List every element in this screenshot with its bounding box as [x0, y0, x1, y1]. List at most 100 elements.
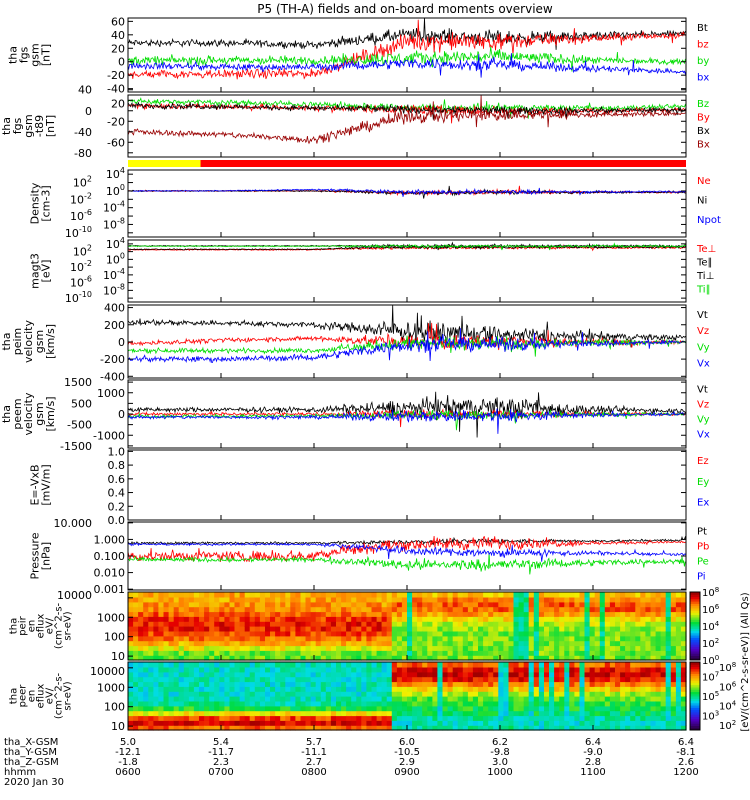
- spectrogram-cell: [178, 715, 185, 721]
- spectrogram-cell: [341, 705, 347, 712]
- spectrogram-cell: [680, 691, 687, 697]
- spectrogram-cell: [417, 592, 423, 598]
- spectrogram-cell: [158, 700, 165, 707]
- spectrogram-cell: [432, 676, 439, 683]
- spectrogram-cell: [300, 630, 307, 637]
- spectrogram-cell: [508, 662, 515, 668]
- spectrogram-cell: [528, 635, 535, 642]
- spectrogram-cell: [513, 696, 520, 702]
- spectrogram-cell: [564, 601, 570, 608]
- spectrogram-cell: [437, 616, 444, 622]
- spectrogram-cell: [655, 710, 662, 717]
- spectrogram-cell: [290, 645, 296, 651]
- spectrogram-cell: [483, 592, 489, 598]
- spectrogram-cell: [412, 601, 418, 608]
- spectrogram-cell: [401, 611, 408, 617]
- spectrogram-cell: [259, 630, 266, 637]
- spectrogram-cell: [315, 720, 322, 726]
- spectrogram-cell: [285, 635, 291, 642]
- spectrogram-cell: [594, 666, 601, 673]
- spectrogram-cell: [432, 725, 439, 731]
- spectrogram-cell: [138, 676, 144, 683]
- spectrogram-cell: [518, 645, 525, 651]
- spectrogram-cell: [620, 710, 626, 717]
- spectrogram-cell: [498, 691, 504, 697]
- spectrogram-cell: [285, 601, 291, 608]
- spectrogram-cell: [143, 596, 149, 603]
- spectrogram-cell: [173, 666, 180, 673]
- spectrogram-cell: [204, 691, 210, 697]
- spectrogram-cell: [396, 662, 403, 668]
- spectrogram-cell: [178, 676, 185, 683]
- spectrogram-cell: [285, 611, 291, 617]
- y-axis-label: E=-VxB[mV/m]: [29, 464, 53, 505]
- spectrogram-cell: [168, 700, 175, 707]
- spectrogram-cell: [128, 645, 134, 651]
- spectrogram-cell: [275, 611, 281, 617]
- spectrogram-cell: [467, 662, 474, 668]
- spectrogram-cell: [675, 696, 682, 702]
- spectrogram-cell: [275, 630, 281, 637]
- spectrogram-cell: [660, 662, 667, 668]
- spectrogram-cell: [199, 645, 205, 651]
- spectrogram-cell: [584, 616, 591, 622]
- spectrogram-cell: [680, 592, 687, 598]
- spectrogram-cell: [336, 645, 342, 651]
- spectrogram-cell: [143, 710, 149, 717]
- spectrogram-cell: [270, 686, 276, 692]
- spectrogram-cell: [559, 592, 565, 598]
- spectrogram-cell: [589, 715, 596, 721]
- spectrogram-cell: [620, 696, 626, 702]
- spectrogram-cell: [640, 635, 646, 642]
- spectrogram-cell: [589, 645, 596, 651]
- spectrogram-cell: [675, 621, 682, 627]
- spectrogram-cell: [249, 671, 256, 678]
- spectrogram-cell: [371, 700, 378, 707]
- spectrogram-cell: [483, 662, 489, 668]
- spectrogram-cell: [254, 650, 261, 656]
- spectrogram-cell: [609, 681, 616, 687]
- spectrogram-cell: [670, 645, 677, 651]
- spectrogram-cell: [401, 710, 408, 717]
- spectrogram-cell: [376, 650, 383, 656]
- spectrogram-cell: [432, 700, 439, 707]
- spectrogram-cell: [670, 621, 677, 627]
- spectrogram-cell: [467, 686, 474, 692]
- spectrogram-cell: [158, 621, 165, 627]
- spectrogram-cell: [163, 621, 170, 627]
- y-tick-label: -1000: [93, 429, 125, 442]
- spectrogram-cell: [341, 666, 347, 673]
- spectrogram-cell: [635, 671, 641, 678]
- spectrogram-cell: [680, 705, 687, 712]
- spectrogram-cell: [675, 650, 682, 656]
- colorbar-cell: [690, 655, 700, 659]
- spectrogram-cell: [214, 635, 220, 642]
- spectrogram-cell: [351, 676, 357, 683]
- spectrogram-cell: [437, 621, 444, 627]
- spectrogram-cell: [188, 640, 195, 647]
- spectrogram-cell: [609, 676, 616, 683]
- spectrogram-cell: [224, 616, 231, 622]
- spectrogram-cell: [173, 715, 180, 721]
- spectrogram-cell: [183, 691, 190, 697]
- spectrogram-cell: [188, 650, 195, 656]
- spectrogram-cell: [564, 606, 570, 613]
- spectrogram-cell: [249, 686, 256, 692]
- spectrogram-cell: [229, 676, 236, 683]
- spectrogram-cell: [158, 630, 165, 637]
- spectrogram-cell: [280, 635, 286, 642]
- spectrogram-cell: [635, 592, 641, 598]
- spectrogram-cell: [275, 681, 281, 687]
- spectrogram-cell: [452, 696, 459, 702]
- spectrogram-cell: [589, 626, 596, 632]
- spectrogram-cell: [574, 606, 581, 613]
- spectrogram-cell: [528, 655, 535, 661]
- spectrogram-cell: [300, 681, 307, 687]
- spectrogram-cell: [549, 710, 555, 717]
- spectrogram-cell: [452, 630, 459, 637]
- spectrogram-cell: [675, 611, 682, 617]
- spectrogram-cell: [675, 626, 682, 632]
- spectrogram-cell: [457, 691, 464, 697]
- spectrogram-cell: [554, 621, 560, 627]
